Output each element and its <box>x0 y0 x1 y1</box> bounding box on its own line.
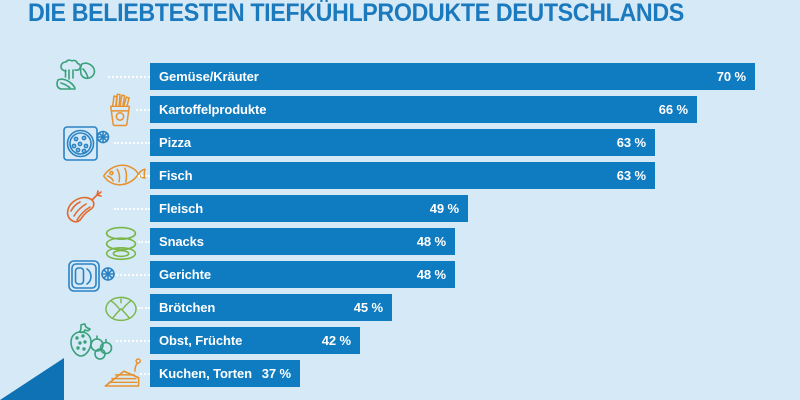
bar[interactable]: Obst, Früchte 42 % <box>150 327 360 354</box>
bar-chart: Gemüse/Kräuter 70 % Kartoffelprodukte 66 %… <box>0 58 800 390</box>
chart-row: Fleisch 49 % <box>0 189 800 225</box>
bar-value: 66 % <box>658 102 688 117</box>
bar[interactable]: Fisch 63 % <box>150 162 655 189</box>
leader-dots <box>138 240 150 243</box>
chart-row: Snacks 48 % <box>0 225 800 260</box>
bar-label: Fleisch <box>159 201 204 216</box>
fish-icon <box>96 154 146 198</box>
ham-icon <box>58 187 114 231</box>
bar[interactable]: Kuchen, Torten 37 % <box>150 360 300 387</box>
leader-dots <box>108 75 150 78</box>
ready-meal-icon <box>62 253 120 297</box>
bar-label: Gerichte <box>159 267 211 282</box>
bar-value: 48 % <box>416 234 446 249</box>
bar-value: 63 % <box>616 135 646 150</box>
bar-label: Brötchen <box>159 300 216 315</box>
bar[interactable]: Brötchen 45 % <box>150 294 392 321</box>
bar-value: 63 % <box>616 168 646 183</box>
leader-dots <box>136 108 150 111</box>
bar[interactable]: Pizza 63 % <box>150 129 655 156</box>
leader-dots <box>138 174 150 177</box>
page-title: DIE BELIEBTESTEN TIEFKÜHLPRODUKTE DEUTSC… <box>28 0 684 27</box>
bar[interactable]: Snacks 48 % <box>150 228 455 255</box>
bar[interactable]: Fleisch 49 % <box>150 195 468 222</box>
cake-slice-icon <box>98 352 146 396</box>
pizza-icon <box>56 121 114 165</box>
leader-dots <box>138 306 150 309</box>
bar-label: Kuchen, Torten <box>159 366 252 381</box>
bar-value: 49 % <box>429 201 459 216</box>
chart-row: Kartoffelprodukte 66 % <box>0 93 800 126</box>
bar-value: 37 % <box>261 366 291 381</box>
leader-dots <box>116 273 150 276</box>
chart-row: Pizza 63 % <box>0 125 800 161</box>
leader-dots <box>114 207 150 210</box>
chart-row: Obst, Früchte 42 % <box>0 322 800 360</box>
leader-dots <box>140 372 150 375</box>
bar[interactable]: Kartoffelprodukte 66 % <box>150 96 697 123</box>
bar-value: 45 % <box>353 300 383 315</box>
bar-value: 70 % <box>716 69 746 84</box>
bread-roll-icon <box>98 286 144 330</box>
leader-dots <box>114 141 150 144</box>
chart-row: Kuchen, Torten 37 % <box>0 357 800 390</box>
vegetables-icon <box>48 55 108 99</box>
chart-row: Gemüse/Kräuter 70 % <box>0 58 800 93</box>
bar[interactable]: Gerichte 48 % <box>150 261 455 288</box>
chart-row: Gerichte 48 % <box>0 258 800 292</box>
bar-label: Fisch <box>159 168 193 183</box>
bar-value: 48 % <box>416 267 446 282</box>
chart-row: Brötchen 45 % <box>0 291 800 324</box>
bar-value: 42 % <box>321 333 351 348</box>
bar-label: Snacks <box>159 234 204 249</box>
french-fries-icon <box>96 88 144 132</box>
bar-label: Kartoffelprodukte <box>159 102 267 117</box>
bar[interactable]: Gemüse/Kräuter 70 % <box>150 63 755 90</box>
bar-label: Gemüse/Kräuter <box>159 69 259 84</box>
fruit-icon <box>60 319 116 363</box>
leader-dots <box>116 339 150 342</box>
chart-row: Fisch 63 % <box>0 159 800 192</box>
bar-label: Obst, Früchte <box>159 333 243 348</box>
bar-label: Pizza <box>159 135 192 150</box>
snacks-icon <box>96 220 146 264</box>
